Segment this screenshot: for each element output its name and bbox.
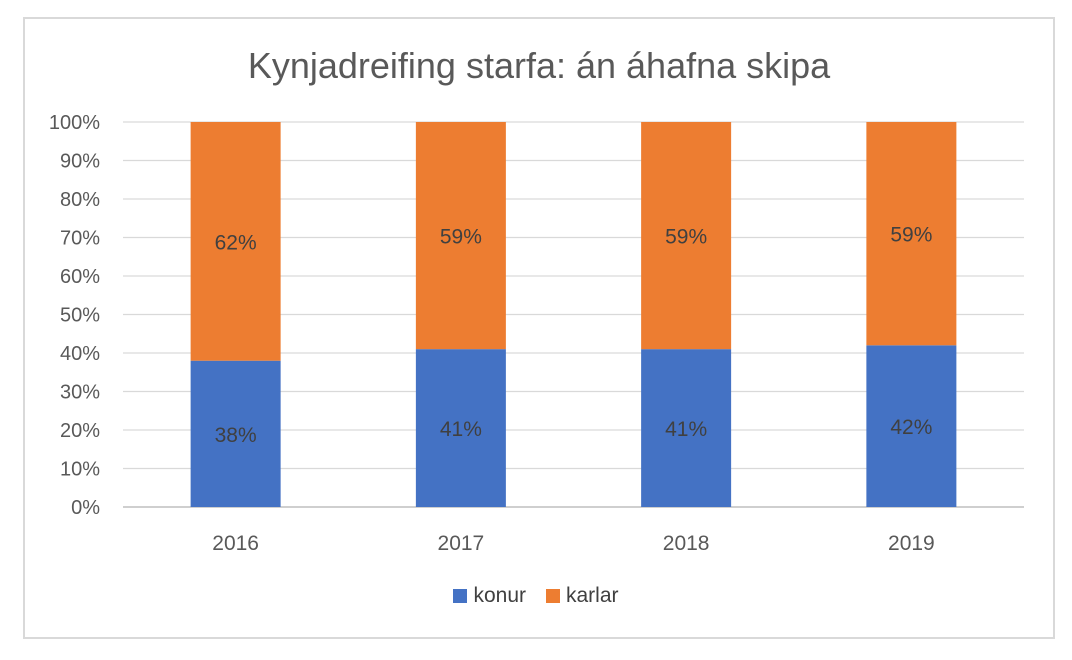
y-tick-label: 10% [60, 459, 100, 481]
x-tick-label: 2016 [212, 532, 259, 555]
y-tick-label: 70% [60, 228, 100, 250]
legend-swatch [453, 589, 468, 603]
y-tick-label: 50% [60, 305, 100, 327]
bar-konur-2017 [415, 349, 506, 507]
bar-konur-2018 [641, 349, 732, 507]
data-label-konur-2018: 41% [665, 418, 707, 441]
legend-swatch [546, 589, 560, 603]
data-label-karlar-2018: 59% [665, 226, 707, 249]
legend-item-karlar: karlar [546, 584, 619, 608]
bar-karlar-2016 [190, 122, 281, 361]
y-tick-label: 100% [49, 112, 100, 134]
y-tick-label: 30% [60, 382, 100, 404]
data-label-konur-2016: 38% [215, 424, 257, 447]
chart-title: Kynjadreifing starfa: án áhafna skipa [247, 45, 831, 86]
y-tick-label: 20% [60, 420, 100, 442]
y-tick-label: 0% [71, 497, 100, 519]
data-label-karlar-2017: 59% [440, 226, 482, 249]
x-axis-ticks: 2016 2017 2018 2019 [212, 532, 934, 555]
bar-karlar-2018 [641, 122, 732, 350]
y-tick-label: 80% [60, 189, 100, 211]
data-labels: 38% 62% 41% 59% 41% 59% 42% 59% [215, 224, 933, 447]
data-label-konur-2017: 41% [440, 418, 482, 441]
x-tick-label: 2018 [663, 532, 710, 555]
legend-label: konur [473, 584, 526, 607]
bar-karlar-2019 [866, 122, 957, 346]
y-tick-label: 60% [60, 266, 100, 288]
legend: konur karlar [0, 584, 1072, 608]
bar-konur-2019 [866, 345, 957, 507]
x-tick-label: 2017 [438, 532, 485, 555]
bar-karlar-2017 [415, 122, 506, 350]
bars [190, 122, 957, 507]
y-tick-label: 90% [60, 151, 100, 173]
legend-label: karlar [566, 584, 619, 607]
y-tick-label: 40% [60, 343, 100, 365]
data-label-karlar-2016: 62% [215, 231, 257, 254]
x-tick-label: 2019 [888, 532, 935, 555]
data-label-karlar-2019: 59% [890, 224, 932, 247]
y-axis-ticks: 0% 10% 20% 30% 40% 50% 60% 70% 80% 90% 100% [49, 112, 100, 519]
data-label-konur-2019: 42% [890, 416, 932, 439]
bar-konur-2016 [190, 360, 281, 507]
legend-item-konur: konur [453, 584, 526, 608]
